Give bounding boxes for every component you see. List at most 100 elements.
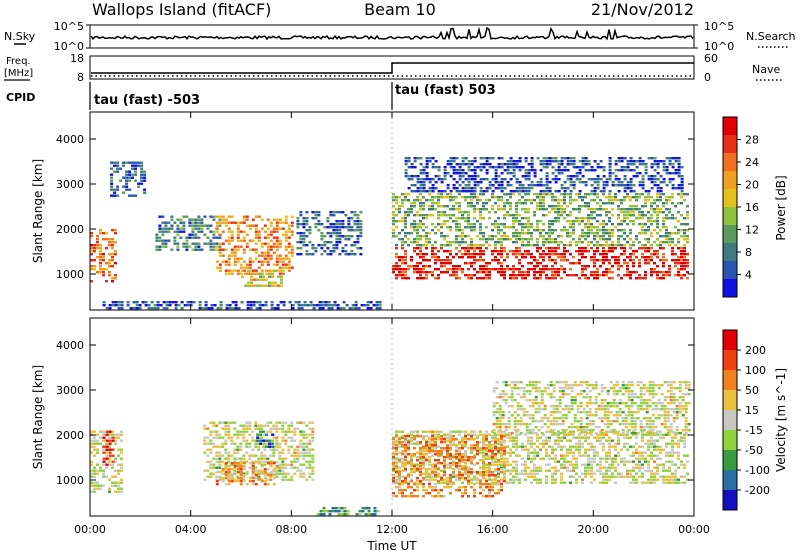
echo-cell	[659, 436, 662, 439]
echo-cell	[452, 463, 455, 466]
echo-cell	[278, 454, 282, 457]
echo-cell	[425, 472, 428, 475]
echo-cell	[218, 445, 222, 448]
echo-cell	[593, 445, 596, 448]
echo-cell	[401, 274, 404, 277]
echo-cell	[203, 469, 207, 472]
echo-cell	[254, 236, 258, 239]
echo-cell	[602, 232, 605, 235]
echo-cell	[455, 223, 458, 226]
echo-cell	[575, 166, 579, 169]
echo-cell	[680, 262, 683, 265]
echo-cell	[227, 483, 231, 486]
echo-cell	[401, 199, 404, 202]
echo-cell	[99, 256, 102, 259]
echo-cell	[668, 481, 671, 484]
echo-cell	[90, 232, 93, 235]
echo-cell	[635, 466, 638, 469]
echo-cell	[554, 208, 557, 211]
echo-cell	[401, 475, 404, 478]
echo-cell	[623, 217, 626, 220]
echo-cell	[629, 220, 632, 223]
echo-cell	[494, 241, 497, 244]
echo-cell	[287, 424, 291, 427]
echo-cell	[596, 277, 599, 280]
echo-cell	[280, 275, 283, 278]
echo-cell	[608, 178, 612, 181]
echo-cell	[668, 268, 671, 271]
echo-cell	[419, 238, 422, 241]
echo-cell	[503, 274, 506, 277]
echo-cell	[596, 268, 599, 271]
echo-cell	[117, 448, 120, 451]
echo-cell	[428, 472, 431, 475]
echo-cell	[527, 436, 530, 439]
echo-cell	[539, 181, 543, 184]
echo-cell	[473, 187, 477, 190]
echo-cell	[311, 469, 315, 472]
echo-cell	[236, 451, 240, 454]
echo-cell	[650, 232, 653, 235]
echo-cell	[404, 163, 408, 166]
echo-cell	[297, 307, 301, 310]
echo-cell	[140, 179, 144, 182]
echo-cell	[218, 224, 222, 227]
echo-cell	[587, 448, 590, 451]
echo-cell	[575, 478, 578, 481]
echo-cell	[599, 481, 602, 484]
echo-cell	[458, 190, 462, 193]
echo-cell	[404, 235, 407, 238]
echo-cell	[260, 480, 264, 483]
echo-cell	[542, 205, 545, 208]
echo-cell	[437, 277, 440, 280]
echo-cell	[227, 469, 231, 472]
echo-cell	[254, 215, 258, 218]
echo-cell	[248, 239, 252, 242]
echo-cell	[572, 220, 575, 223]
echo-cell	[437, 250, 440, 253]
echo-cell	[431, 205, 434, 208]
echo-cell	[668, 181, 672, 184]
echo-cell	[404, 211, 407, 214]
echo-cell	[416, 244, 419, 247]
echo-cell	[428, 193, 431, 196]
echo-cell	[236, 445, 240, 448]
echo-cell	[554, 229, 557, 232]
echo-cell	[410, 439, 413, 442]
echo-cell	[138, 307, 142, 310]
echo-cell	[182, 221, 186, 224]
echo-cell	[265, 439, 269, 442]
echo-cell	[608, 166, 612, 169]
echo-cell	[479, 238, 482, 241]
echo-cell	[137, 164, 141, 167]
echo-cell	[93, 265, 96, 268]
echo-cell	[551, 457, 554, 460]
echo-cell	[626, 208, 629, 211]
echo-cell	[578, 235, 581, 238]
echo-cell	[554, 220, 557, 223]
echo-cell	[221, 445, 225, 448]
echo-cell	[656, 271, 659, 274]
echo-cell	[251, 475, 255, 478]
echo-cell	[584, 454, 587, 457]
echo-cell	[293, 439, 297, 442]
echo-cell	[278, 442, 282, 445]
echo-cell	[497, 451, 500, 454]
echo-cell	[470, 457, 473, 460]
echo-cell	[311, 421, 315, 424]
echo-cell	[650, 481, 653, 484]
echo-cell	[650, 235, 653, 238]
echo-cell	[339, 307, 343, 310]
echo-cell	[425, 439, 428, 442]
echo-cell	[404, 214, 407, 217]
echo-cell	[581, 445, 584, 448]
echo-cell	[590, 214, 593, 217]
echo-cell	[96, 433, 99, 436]
echo-cell	[494, 448, 497, 451]
echo-cell	[431, 223, 434, 226]
echo-cell	[578, 208, 581, 211]
echo-cell	[617, 472, 620, 475]
echo-cell	[680, 214, 683, 217]
echo-cell	[566, 193, 569, 196]
echo-cell	[392, 235, 395, 238]
